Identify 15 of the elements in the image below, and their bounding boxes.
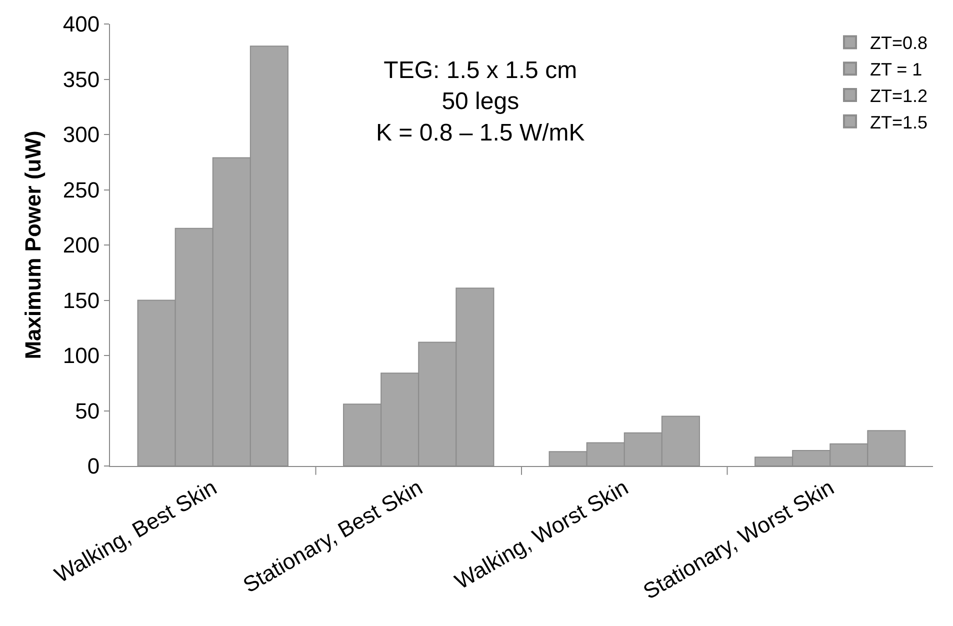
y-tick-label: 350 (62, 66, 100, 92)
legend-label: ZT = 1 (870, 60, 922, 80)
y-tick-label: 300 (62, 122, 100, 148)
legend-label: ZT=1.5 (870, 112, 928, 132)
annotation: TEG: 1.5 x 1.5 cm 50 legs K = 0.8 – 1.5 W/mK (376, 57, 585, 146)
legend-label: ZT=1.2 (870, 86, 928, 106)
y-tick-label: 150 (62, 288, 100, 313)
y-tick-label: 100 (62, 343, 100, 368)
y-tick-label: 250 (62, 177, 100, 202)
y-tick-label: 400 (62, 12, 100, 37)
y-axis-title: Maximum Power (uW) (20, 130, 46, 360)
legend-label: ZT=0.8 (870, 33, 928, 54)
y-tick-label: 50 (75, 398, 100, 424)
y-tick-label: 0 (87, 454, 100, 479)
y-tick-label: 200 (62, 232, 100, 258)
